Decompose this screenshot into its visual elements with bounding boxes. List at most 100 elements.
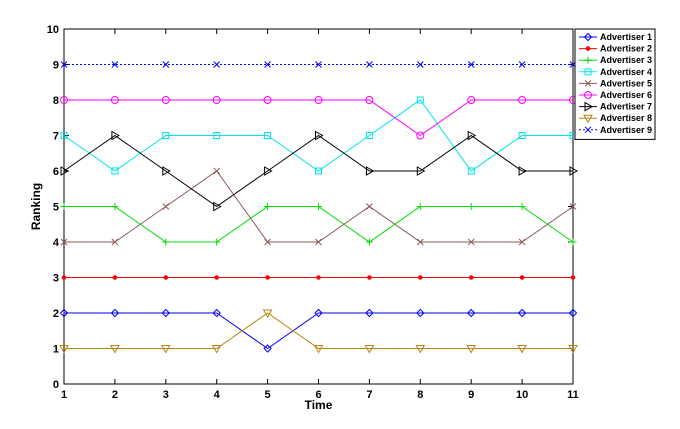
y-tick-label: 3 — [53, 273, 59, 285]
x-stroke-2 — [264, 238, 271, 246]
x-stroke-2 — [111, 238, 119, 246]
data-point — [111, 167, 119, 175]
legend-entry: Advertiser 2 — [579, 44, 652, 54]
x-tick-label: 11 — [567, 389, 579, 401]
data-point — [364, 345, 375, 354]
data-point — [214, 275, 219, 280]
series-8 — [59, 309, 578, 354]
legend-marker — [584, 126, 592, 134]
x-stroke-2 — [518, 238, 526, 246]
data-point — [416, 238, 424, 246]
legend-entry: Advertiser 8 — [579, 113, 652, 124]
x-stroke-2 — [467, 61, 475, 68]
data-point — [366, 61, 373, 68]
data-point — [315, 167, 322, 175]
x-tick-label: 1 — [61, 389, 67, 401]
y-axis-title: Ranking — [29, 183, 43, 230]
legend-label: Advertiser 9 — [600, 125, 652, 135]
series-7 — [60, 130, 579, 212]
x-stroke-2 — [213, 167, 221, 175]
data-point — [467, 96, 476, 104]
data-point — [418, 275, 423, 280]
data-point — [315, 238, 322, 246]
x-stroke-2 — [60, 238, 68, 246]
legend-entry: Advertiser 7 — [579, 102, 652, 112]
series-6 — [60, 96, 577, 140]
data-point — [213, 201, 222, 212]
legend-marker — [584, 56, 592, 64]
y-tick-label: 9 — [53, 60, 59, 72]
data-point — [162, 166, 171, 176]
y-tick-label: 1 — [53, 344, 59, 356]
legend-marker — [584, 80, 592, 87]
x-tick-label: 8 — [417, 389, 423, 401]
x-tick-label: 5 — [265, 389, 271, 401]
data-point — [110, 308, 120, 318]
data-point — [60, 96, 68, 104]
data-point — [213, 238, 221, 246]
series-1 — [59, 308, 578, 353]
data-point — [212, 308, 221, 318]
y-tick-label: 8 — [53, 95, 59, 107]
legend-label: Advertiser 2 — [600, 44, 652, 54]
data-point — [316, 275, 321, 280]
x-stroke-2 — [213, 61, 221, 68]
data-point — [61, 275, 67, 280]
data-point — [264, 238, 271, 246]
data-point — [111, 130, 120, 141]
x-stroke-2 — [569, 203, 577, 210]
legend-entry: Advertiser 6 — [579, 90, 652, 100]
data-point — [263, 344, 272, 353]
legend-label: Advertiser 8 — [600, 113, 652, 123]
data-point — [162, 132, 170, 139]
x-tick-label: 3 — [163, 389, 169, 401]
x-stroke-2 — [162, 203, 170, 210]
legend-marker — [583, 32, 593, 42]
data-point — [415, 345, 426, 354]
x-stroke-2 — [366, 203, 373, 210]
x-stroke-2 — [416, 238, 424, 246]
data-point — [466, 345, 477, 354]
x-tick-label: 7 — [366, 389, 372, 401]
data-point — [366, 203, 373, 210]
series-layer — [59, 61, 579, 354]
legend-label: Advertiser 7 — [600, 102, 652, 112]
data-point — [467, 61, 475, 68]
y-tick-label: 7 — [53, 131, 59, 143]
y-tick-label: 6 — [53, 166, 59, 178]
data-point — [569, 203, 577, 210]
y-tick-label: 2 — [53, 308, 59, 320]
data-point — [367, 275, 372, 280]
legend-label: Advertiser 3 — [600, 55, 652, 65]
data-point — [518, 61, 526, 68]
data-point — [416, 131, 425, 140]
data-point — [59, 308, 69, 318]
legend-label: Advertiser 6 — [600, 90, 652, 100]
data-point — [467, 238, 475, 246]
data-point — [59, 345, 69, 354]
data-point — [264, 132, 272, 139]
data-point — [416, 308, 425, 318]
data-point — [162, 61, 170, 68]
y-tick-label: 10 — [47, 24, 59, 36]
data-point — [416, 96, 424, 104]
series-line — [64, 312, 573, 350]
data-point — [518, 96, 527, 104]
data-point — [365, 96, 374, 104]
data-point — [213, 132, 221, 139]
data-point — [466, 308, 476, 318]
data-point — [468, 275, 474, 280]
x-stroke-2 — [60, 61, 68, 68]
legend-entry: Advertiser 9 — [579, 125, 652, 135]
y-tick-label: 4 — [53, 237, 60, 249]
data-point — [60, 238, 68, 246]
series-2 — [61, 275, 576, 280]
series-5 — [60, 167, 577, 246]
legend-marker — [584, 68, 592, 76]
data-point — [163, 275, 169, 280]
legend-entry: Advertiser 5 — [579, 78, 652, 88]
x-stroke-2 — [264, 61, 271, 68]
data-point — [162, 238, 170, 246]
data-point — [160, 345, 171, 354]
